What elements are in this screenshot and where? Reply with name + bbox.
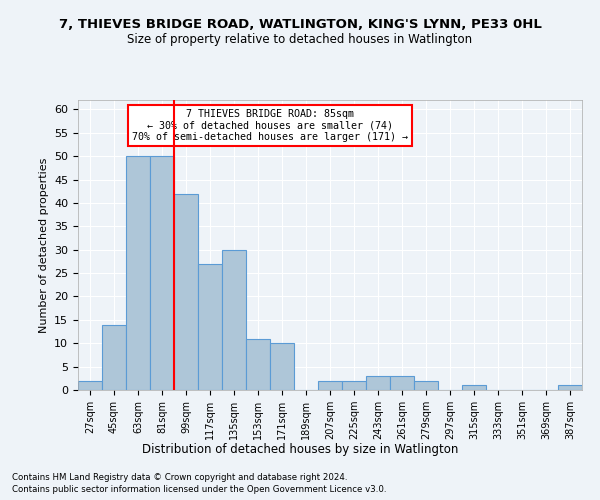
Bar bbox=[342, 380, 366, 390]
Bar bbox=[318, 380, 342, 390]
Bar bbox=[462, 386, 486, 390]
Bar bbox=[558, 386, 582, 390]
Bar bbox=[246, 338, 270, 390]
Bar bbox=[198, 264, 222, 390]
Text: Contains HM Land Registry data © Crown copyright and database right 2024.: Contains HM Land Registry data © Crown c… bbox=[12, 472, 347, 482]
Bar bbox=[270, 343, 294, 390]
Bar bbox=[102, 324, 126, 390]
Text: 7 THIEVES BRIDGE ROAD: 85sqm
← 30% of detached houses are smaller (74)
70% of se: 7 THIEVES BRIDGE ROAD: 85sqm ← 30% of de… bbox=[131, 108, 407, 142]
Text: Distribution of detached houses by size in Watlington: Distribution of detached houses by size … bbox=[142, 442, 458, 456]
Text: Contains public sector information licensed under the Open Government Licence v3: Contains public sector information licen… bbox=[12, 485, 386, 494]
Bar bbox=[150, 156, 174, 390]
Text: 7, THIEVES BRIDGE ROAD, WATLINGTON, KING'S LYNN, PE33 0HL: 7, THIEVES BRIDGE ROAD, WATLINGTON, KING… bbox=[59, 18, 541, 30]
Text: Size of property relative to detached houses in Watlington: Size of property relative to detached ho… bbox=[127, 32, 473, 46]
Bar bbox=[126, 156, 150, 390]
Bar bbox=[390, 376, 414, 390]
Y-axis label: Number of detached properties: Number of detached properties bbox=[38, 158, 49, 332]
Bar bbox=[414, 380, 438, 390]
Bar bbox=[174, 194, 198, 390]
Bar bbox=[366, 376, 390, 390]
Bar bbox=[78, 380, 102, 390]
Bar bbox=[222, 250, 246, 390]
